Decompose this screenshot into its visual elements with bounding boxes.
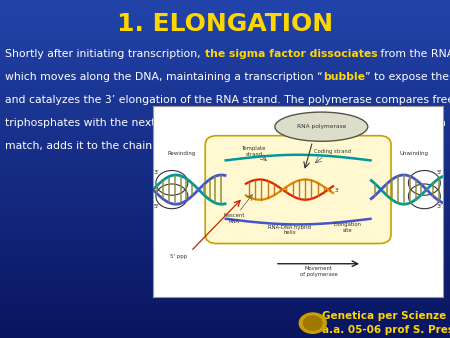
Text: Rewinding: Rewinding xyxy=(168,151,196,156)
Text: from the RNA polymerase,: from the RNA polymerase, xyxy=(377,49,450,59)
Text: RNA polymerase: RNA polymerase xyxy=(297,124,346,129)
Text: 3': 3' xyxy=(437,204,443,209)
Text: Movement
of polymerase: Movement of polymerase xyxy=(300,266,338,277)
Text: which moves along the DNA, maintaining a transcription “: which moves along the DNA, maintaining a… xyxy=(5,72,323,82)
Text: the sigma factor dissociates: the sigma factor dissociates xyxy=(204,49,377,59)
Text: Shortly after initiating transcription,: Shortly after initiating transcription, xyxy=(5,49,204,59)
Circle shape xyxy=(303,316,322,330)
Text: Nascent
RNA: Nascent RNA xyxy=(224,213,245,224)
Circle shape xyxy=(299,313,326,333)
Text: 1. ELONGATION: 1. ELONGATION xyxy=(117,12,333,36)
Text: 3': 3' xyxy=(334,188,339,193)
Text: Coding strand: Coding strand xyxy=(315,149,351,154)
Text: 5': 5' xyxy=(437,170,443,175)
Text: Elongation
site: Elongation site xyxy=(333,222,361,233)
Text: triphosphates with the next exposed base on the DNA template and, if there is a : triphosphates with the next exposed base… xyxy=(5,118,450,128)
Text: a.a. 05-06 prof S. Presciuttini: a.a. 05-06 prof S. Presciuttini xyxy=(322,324,450,335)
Text: Unwinding: Unwinding xyxy=(400,151,429,156)
Text: and catalyzes the 3’ elongation of the RNA strand. The polymerase compares free : and catalyzes the 3’ elongation of the R… xyxy=(5,95,450,105)
Text: Genetica per Scienze Naturali: Genetica per Scienze Naturali xyxy=(322,311,450,321)
Text: RNA-DNA hybrid
helix: RNA-DNA hybrid helix xyxy=(268,225,311,236)
FancyBboxPatch shape xyxy=(205,136,391,243)
Text: 5': 5' xyxy=(153,204,159,209)
Ellipse shape xyxy=(275,112,368,141)
Text: ” to expose the template strand,: ” to expose the template strand, xyxy=(365,72,450,82)
Text: 5' ppp: 5' ppp xyxy=(171,255,188,260)
Text: match, adds it to the chain.: match, adds it to the chain. xyxy=(5,141,156,151)
Text: Template
strand: Template strand xyxy=(243,146,267,157)
Text: bubble: bubble xyxy=(323,72,365,82)
Text: 3': 3' xyxy=(153,170,159,175)
